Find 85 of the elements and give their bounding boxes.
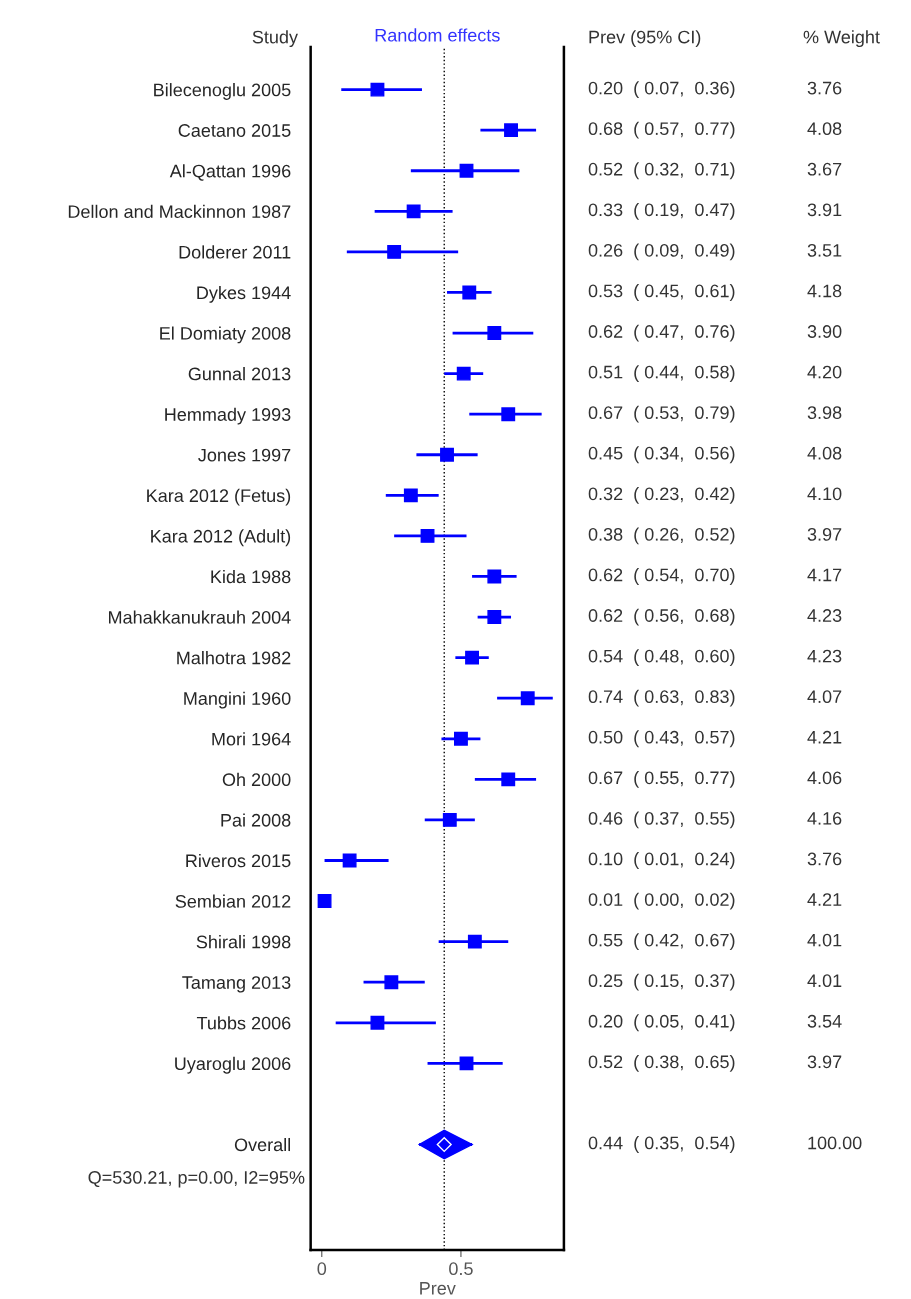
text: 0.25 ( 0.15, 0.37) 4.01 xyxy=(588,973,842,991)
y-tick-label: Mori 1964 xyxy=(212,732,291,746)
y-tick-label: Mahakkanukrauh 2004 xyxy=(109,610,291,624)
y-tick-label: Kara 2012 (Fetus) xyxy=(147,488,291,506)
point xyxy=(342,853,357,868)
y-tick-label: Al-Qattan 1996 xyxy=(169,164,291,181)
text: 0.44 ( 0.35, 0.54) 100.00 xyxy=(588,1136,862,1153)
text: Study xyxy=(252,30,298,47)
text: 0.67 ( 0.53, 0.79) 3.98 xyxy=(588,405,842,423)
point xyxy=(462,285,477,300)
text: 0.62 ( 0.54, 0.70) 4.17 xyxy=(588,568,842,585)
text: 0.54 ( 0.48, 0.60) 4.23 xyxy=(588,649,842,667)
text: 0.74 ( 0.63, 0.83) 4.07 xyxy=(588,689,842,707)
text: 0.52 ( 0.38, 0.65) 3.97 xyxy=(588,1054,842,1072)
chart-title: Random effects xyxy=(375,28,500,42)
y-tick-label: Riveros 2015 xyxy=(186,853,291,868)
y-tick-label: Sembian 2012 xyxy=(175,894,291,908)
y-tick-label: Kida 1988 xyxy=(211,569,291,584)
y-tick-label: Mangini 1960 xyxy=(184,691,291,709)
y-tick-label: Caetano 2015 xyxy=(178,124,291,137)
text: Prev (95% CI) xyxy=(589,30,701,47)
y-tick-label: Kara 2012 (Adult) xyxy=(151,529,291,547)
point xyxy=(403,488,418,503)
text: 0.20 ( 0.07, 0.36) 3.76 xyxy=(588,81,842,99)
text: 0.45 ( 0.34, 0.56) 4.08 xyxy=(588,446,842,464)
y-tick-label: Bilecenoglu 2005 xyxy=(154,83,291,100)
point xyxy=(504,123,518,138)
point xyxy=(453,731,468,746)
point xyxy=(459,163,474,178)
x-axis-title: Prev xyxy=(420,1282,456,1295)
text: Q=530.21, p=0.00, I2=95% xyxy=(88,1171,305,1188)
point xyxy=(520,691,535,706)
y-tick-label: Tubbs 2006 xyxy=(196,1016,291,1030)
point xyxy=(459,1056,474,1071)
text: 0.67 ( 0.55, 0.77) 4.06 xyxy=(588,770,842,788)
text: 0.62 ( 0.47, 0.76) 3.90 xyxy=(588,324,842,342)
text: % Weight xyxy=(803,30,880,47)
text: 0.52 ( 0.32, 0.71) 3.67 xyxy=(588,162,842,180)
text: 0.10 ( 0.01, 0.24) 3.76 xyxy=(588,852,842,869)
text: 0.51 ( 0.44, 0.58) 4.20 xyxy=(588,365,842,383)
y-tick-label: Shirali 1998 xyxy=(196,935,291,949)
y-tick-label: Overall xyxy=(234,1137,290,1152)
point xyxy=(420,528,435,543)
point xyxy=(501,772,516,787)
x-tick-label: 0.5 xyxy=(449,1262,473,1276)
point xyxy=(370,82,385,97)
text: 0.20 ( 0.05, 0.41) 3.54 xyxy=(588,1014,842,1032)
point xyxy=(370,1015,385,1030)
point xyxy=(487,326,502,340)
text: 0.62 ( 0.56, 0.68) 4.23 xyxy=(588,608,842,626)
text: 0.26 ( 0.09, 0.49) 3.51 xyxy=(588,243,842,261)
y-tick-label: Uyaroglu 2006 xyxy=(175,1056,291,1074)
point xyxy=(317,894,332,909)
point xyxy=(384,975,399,990)
y-tick-label: Hemmady 1993 xyxy=(165,407,291,425)
y-tick-label: Oh 2000 xyxy=(222,772,291,787)
y-tick-label: El Domiaty 2008 xyxy=(160,326,291,344)
point xyxy=(501,407,516,422)
y-tick-label: Dellon and Mackinnon 1987 xyxy=(68,204,291,219)
text: 0.01 ( 0.00, 0.02) 4.21 xyxy=(588,892,842,910)
point xyxy=(487,610,502,625)
point xyxy=(387,244,402,259)
text: 0.33 ( 0.19, 0.47) 3.91 xyxy=(588,202,842,220)
point xyxy=(442,812,457,827)
point xyxy=(440,447,454,462)
y-tick-label: Dolderer 2011 xyxy=(179,245,291,259)
point xyxy=(487,569,502,584)
y-tick-label: Jones 1997 xyxy=(198,448,291,462)
text: 0.50 ( 0.43, 0.57) 4.21 xyxy=(588,730,842,748)
y-tick-label: Gunnal 2013 xyxy=(188,367,291,381)
text: 0.46 ( 0.37, 0.55) 4.16 xyxy=(588,811,842,829)
y-tick-label: Pai 2008 xyxy=(221,813,291,827)
text: 0.32 ( 0.23, 0.42) 4.10 xyxy=(588,486,842,504)
point xyxy=(467,934,482,949)
point xyxy=(406,204,421,219)
text: 0.55 ( 0.42, 0.67) 4.01 xyxy=(588,933,842,951)
y-tick-label: Malhotra 1982 xyxy=(177,651,291,665)
x-tick-label: 0 xyxy=(317,1262,327,1276)
point xyxy=(456,366,471,381)
point xyxy=(465,650,480,665)
text: 0.53 ( 0.45, 0.61) 4.18 xyxy=(588,284,842,301)
text: 0.38 ( 0.26, 0.52) 3.97 xyxy=(588,527,842,545)
y-tick-label: Tamang 2013 xyxy=(182,976,291,993)
y-tick-label: Dykes 1944 xyxy=(197,285,291,303)
text: 0.68 ( 0.57, 0.77) 4.08 xyxy=(588,121,842,139)
